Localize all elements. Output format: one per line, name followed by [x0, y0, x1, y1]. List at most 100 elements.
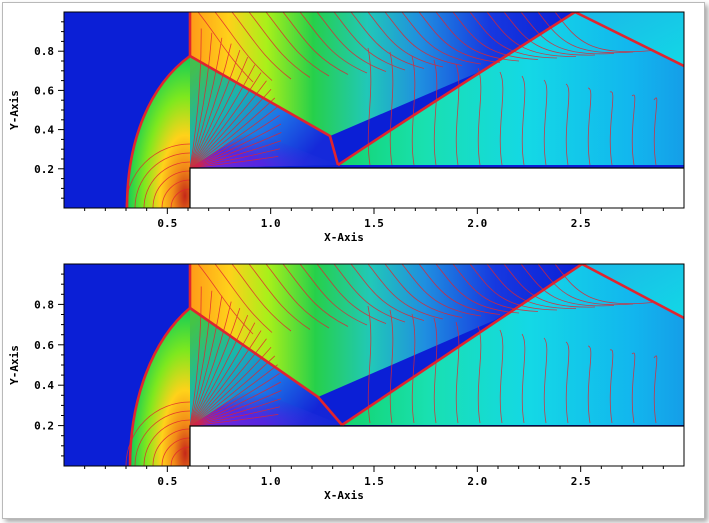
contour-line — [389, 309, 394, 424]
contour-line — [503, 12, 596, 56]
contour-line — [189, 295, 223, 427]
plot-bottom-purple-core — [190, 388, 342, 426]
contour-line — [537, 264, 634, 306]
contour-line — [161, 437, 191, 466]
contour-line — [265, 12, 330, 77]
contour-line — [134, 152, 191, 208]
contour-line — [554, 264, 653, 305]
contour-line — [411, 313, 416, 424]
contour-line — [248, 264, 311, 330]
contour-line — [189, 37, 223, 169]
contour-line — [189, 301, 232, 427]
contour-line — [189, 140, 282, 169]
contour-line — [433, 317, 438, 424]
plot-bottom-y-axis-title: Y-Axis — [8, 345, 21, 385]
plot-top-reflected-shock — [337, 12, 576, 167]
contour-line — [189, 286, 202, 427]
contour-line — [653, 355, 658, 424]
plot-top-axes: 0.5 1.0 1.5 2.0 2.5 0.2 0.4 0.6 0.8 X-Axis Y-Axis — [8, 21, 664, 244]
contour-line — [189, 355, 276, 427]
contour-line — [189, 347, 272, 427]
contour-line — [197, 12, 254, 83]
contour-line — [189, 155, 279, 169]
contour-line — [521, 333, 526, 424]
contour-line — [265, 264, 330, 329]
plot-top-x-tick-label: 2.5 — [571, 217, 591, 230]
contour-line — [469, 12, 558, 59]
plot-bottom: 0.5 1.0 1.5 2.0 2.5 0.2 0.4 0.6 0.8 X-Axis Y-Axis — [8, 263, 685, 502]
plot-top-oblique-shock — [189, 54, 340, 166]
contour-line — [152, 428, 191, 466]
plot-bottom-field — [64, 264, 684, 466]
contour-line — [469, 264, 558, 311]
contour-line — [143, 419, 191, 466]
contour-line — [389, 51, 394, 166]
plot-bottom-x-tick-label: 1.5 — [364, 475, 384, 488]
contour-line — [143, 161, 191, 208]
contour-line — [189, 123, 282, 169]
contour-line — [367, 264, 444, 320]
contour-line — [333, 12, 406, 71]
plot-bottom-x-tick-label: 1.0 — [261, 475, 281, 488]
contour-line — [189, 32, 213, 169]
contour-line — [231, 264, 292, 332]
plot-bottom-contours — [125, 264, 658, 466]
contour-line — [197, 264, 254, 335]
contour-line — [299, 12, 368, 74]
plot-bottom-step-outline — [189, 425, 684, 466]
plot-bottom-y-tick-label: 0.6 — [34, 339, 54, 352]
contour-line — [189, 413, 279, 427]
contour-line — [333, 264, 406, 323]
plot-bottom-oblique-shock — [189, 306, 343, 426]
plot-bottom-step — [190, 426, 684, 466]
contour-line — [537, 12, 634, 54]
contour-line — [214, 264, 273, 333]
contour-line — [189, 80, 267, 169]
plot-top-y-axis-title: Y-Axis — [8, 90, 21, 130]
contour-line — [189, 132, 282, 169]
contour-line — [401, 12, 482, 65]
contour-line — [189, 381, 282, 427]
plot-bottom-y-tick-label: 0.4 — [34, 379, 54, 392]
contour-line — [316, 12, 387, 72]
plot-top-x-tick-label: 2.0 — [467, 217, 487, 230]
plot-top-x-tick-label: 1.5 — [364, 217, 384, 230]
plot-bottom-bow-bubble — [130, 308, 190, 466]
contour-line — [521, 75, 526, 166]
contour-line — [189, 64, 256, 169]
contour-line — [455, 321, 460, 424]
contour-line — [189, 28, 202, 169]
contour-line — [384, 264, 463, 318]
plot-top-y-tick-label: 0.4 — [34, 124, 54, 137]
contour-line — [609, 91, 614, 166]
contour-line — [477, 67, 482, 166]
contour-line — [543, 79, 548, 166]
plot-top-y-tick-label: 0.2 — [34, 163, 54, 176]
plot-top-shocks — [125, 12, 684, 208]
contour-line — [433, 59, 438, 166]
contour-line — [455, 63, 460, 166]
plot-top-x-axis-title: X-Axis — [324, 231, 364, 244]
contour-line — [189, 49, 241, 169]
contour-line — [609, 349, 614, 424]
contour-line — [189, 72, 262, 169]
contour-line — [367, 12, 444, 68]
contour-line — [134, 410, 191, 466]
contour-line — [418, 12, 501, 63]
contour-line — [520, 12, 615, 55]
contour-line — [587, 345, 592, 424]
plot-bottom-shocks — [128, 264, 684, 466]
contour-line — [189, 290, 213, 427]
contour-line — [435, 12, 520, 62]
contour-line — [401, 264, 482, 317]
plot-top-field — [64, 12, 684, 208]
contour-line — [189, 364, 278, 427]
contour-line — [631, 94, 636, 166]
contour-line — [350, 264, 425, 321]
contour-line — [170, 446, 191, 466]
contour-line — [189, 97, 276, 169]
contour-line — [189, 398, 282, 427]
contour-line — [543, 337, 548, 424]
contour-line — [189, 106, 278, 169]
contour-line — [452, 264, 539, 312]
